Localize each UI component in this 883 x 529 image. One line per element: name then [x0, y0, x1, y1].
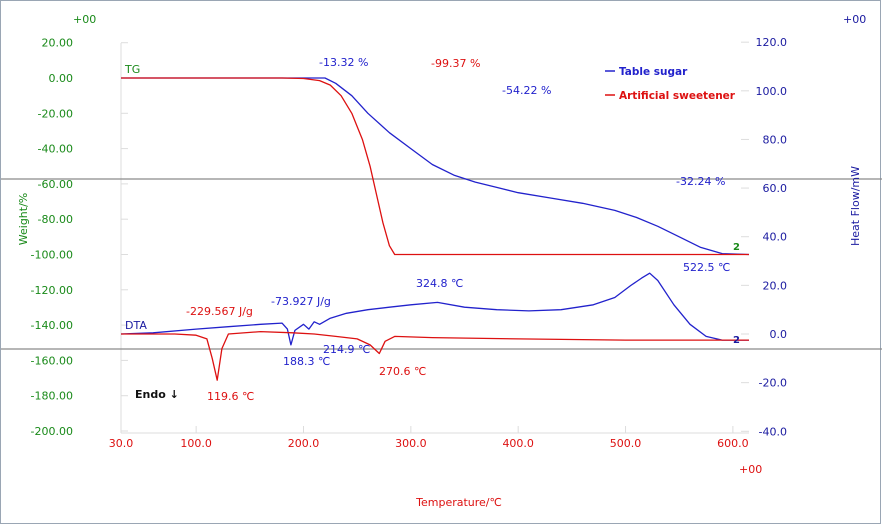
- series-dta-sweetener: [121, 330, 749, 381]
- y-left-axis-title: Weight/%: [17, 193, 30, 245]
- y-left-tick-label: -100.00: [31, 249, 73, 262]
- y-right-tick-label: 0.0: [770, 328, 788, 341]
- x-tick-label: 400.0: [502, 437, 534, 450]
- end-marker-dta: 2: [733, 335, 740, 346]
- corner-label-top-right: +00: [843, 13, 866, 26]
- annotation-peak-188: 188.3 ℃: [283, 355, 330, 368]
- y-left-tick-label: -160.00: [31, 354, 73, 367]
- annotation-peak-270: 270.6 ℃: [379, 365, 426, 378]
- corner-label-bottom-right: +00: [739, 463, 762, 476]
- y-left-tick-label: -200.00: [31, 425, 73, 438]
- series-tg-sugar: [121, 77, 750, 256]
- y-left-tick-label: -60.00: [38, 178, 73, 191]
- y-right-tick-label: 20.0: [763, 279, 788, 292]
- annotation-sugar-step1: -13.32 %: [319, 56, 368, 69]
- y-right-tick-label: 100.0: [756, 85, 788, 98]
- annotation-peak-522: 522.5 ℃: [683, 261, 730, 274]
- annotation-peak-119: 119.6 ℃: [207, 390, 254, 403]
- x-tick-label: 200.0: [288, 437, 320, 450]
- y-right-axis-title: Heat Flow/mW: [849, 166, 862, 246]
- dta-label: DTA: [125, 319, 147, 332]
- x-axis-title: Temperature/℃: [415, 496, 502, 509]
- y-left-tick-label: -120.00: [31, 284, 73, 297]
- x-tick-label: 100.0: [180, 437, 212, 450]
- x-tick-label: 30.0: [109, 437, 134, 450]
- y-right-tick-label: 80.0: [763, 133, 788, 146]
- corner-label-top-left: +00: [73, 13, 96, 26]
- legend-label-artificial-sweetener: Artificial sweetener: [619, 90, 736, 102]
- y-left-tick-label: -40.00: [38, 143, 73, 156]
- legend-label-table-sugar: Table sugar: [619, 66, 688, 78]
- y-right-tick-label: 120.0: [756, 36, 788, 49]
- legend: Table sugar Artificial sweetener: [605, 66, 736, 102]
- y-left-tick-label: -180.00: [31, 390, 73, 403]
- annotation-peak-214: 214.9 ℃: [323, 343, 370, 356]
- annotation-peak-324: 324.8 ℃: [416, 277, 463, 290]
- annotation-sweetener-total: -99.37 %: [431, 57, 480, 70]
- y-right-tick-label: -20.0: [759, 377, 787, 390]
- y-right-tick-label: 40.0: [763, 231, 788, 244]
- y-left-tick-label: -80.00: [38, 213, 73, 226]
- series-dta-sugar: [120, 272, 749, 346]
- y-left-tick-label: 20.00: [42, 37, 74, 50]
- y-right-tick-label: -40.0: [759, 425, 787, 438]
- x-tick-label: 500.0: [610, 437, 642, 450]
- y-left-tick-label: -140.00: [31, 319, 73, 332]
- endo-label: Endo ↓: [135, 388, 179, 401]
- series-tg-sweetener: [121, 77, 749, 256]
- end-marker-tg: 2: [733, 242, 740, 253]
- x-tick-label: 600.0: [717, 437, 749, 450]
- y-right-tick-label: 60.0: [763, 182, 788, 195]
- x-tick-label: 300.0: [395, 437, 427, 450]
- annotation-sugar-step3: -32.24 %: [676, 175, 725, 188]
- annotation-sugar-step2: -54.22 %: [502, 84, 551, 97]
- y-left-tick-label: 0.00: [49, 72, 74, 85]
- annotation-sugar-enthalpy: -73.927 J/g: [271, 295, 331, 308]
- y-left-tick-label: -20.00: [38, 107, 73, 120]
- tg-label: TG: [124, 63, 140, 76]
- annotation-sweetener-enthalpy: -229.567 J/g: [186, 305, 253, 318]
